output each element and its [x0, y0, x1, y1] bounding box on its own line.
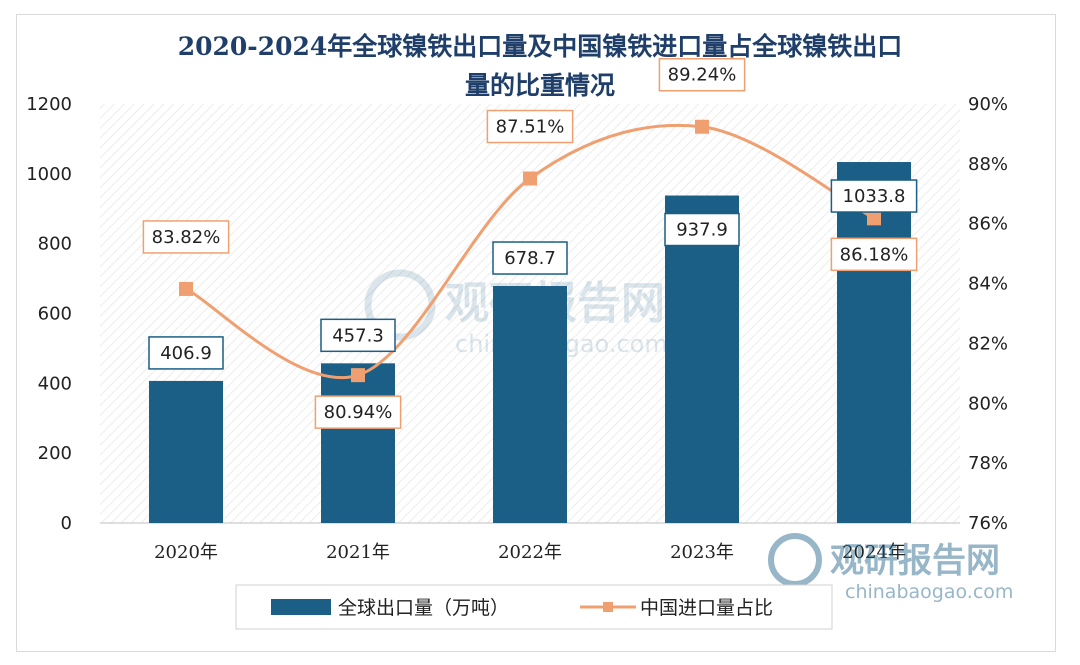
line-point [179, 281, 193, 296]
category-label: 2021年 [326, 542, 390, 563]
line-data-label-box [830, 237, 918, 272]
legend-line-label: 中国进口量占比 [640, 597, 773, 619]
legend-box [235, 584, 833, 630]
left-axis-tick-label: 600 [38, 304, 72, 325]
line-data-label: 80.94% [324, 402, 393, 423]
left-axis-tick-label: 0 [61, 513, 72, 534]
line-data-label: 83.82% [152, 227, 221, 248]
legend-bar-swatch [271, 599, 331, 615]
right-axis-tick-label: 78% [968, 453, 1008, 474]
legend-line-marker [603, 602, 613, 612]
line-point [351, 368, 365, 383]
line-data-label-box [486, 109, 574, 144]
line-point [695, 119, 709, 134]
watermark-corner-url: chinabaogao.com [845, 581, 1013, 603]
right-axis-tick-label: 90% [968, 94, 1008, 115]
chart-title-line-1: 2020-2024年全球镍铁出口量及中国镍铁进口量占全球镍铁出口 [178, 32, 903, 61]
watermark-corner-name: 观研报告网 [830, 541, 1000, 581]
left-axis-tick-label: 1000 [26, 164, 72, 185]
line-data-labels: 83.82% 80.94% 87.51% 89.24% 86.18% [142, 57, 918, 429]
left-axis: 0 200 400 600 800 1000 1200 [26, 94, 72, 534]
bar-data-label: 678.7 [504, 248, 556, 269]
left-axis-tick-label: 400 [38, 373, 72, 394]
line-series [179, 119, 881, 383]
line-data-label: 87.51% [496, 117, 565, 138]
right-axis: 76% 78% 80% 82% 84% 86% 88% 90% [968, 94, 1008, 534]
right-axis-tick-label: 88% [968, 154, 1008, 175]
bar-data-label-box [492, 241, 568, 275]
line-point [867, 211, 881, 226]
right-axis-tick-label: 86% [968, 214, 1008, 235]
bar [665, 195, 739, 523]
line-data-label-box [142, 220, 230, 254]
left-axis-tick-label: 200 [38, 443, 72, 464]
right-axis-tick-label: 76% [968, 513, 1008, 534]
watermark-corner-logo-icon [768, 533, 822, 587]
legend: 全球出口量（万吨） 中国进口量占比 [235, 584, 833, 630]
line-data-label: 89.24% [668, 65, 737, 86]
watermark-corner: 观研报告网 chinabaogao.com [768, 533, 1013, 603]
category-label: 2024年 [842, 542, 906, 563]
bar-data-label: 937.9 [676, 220, 728, 241]
line-data-label: 86.18% [840, 244, 909, 265]
category-label: 2020年 [154, 542, 218, 563]
category-label: 2023年 [670, 542, 734, 563]
bar-data-label: 1033.8 [843, 186, 906, 207]
left-axis-tick-label: 800 [38, 234, 72, 255]
bar-data-label-box [830, 179, 918, 213]
legend-bar-label: 全球出口量（万吨） [338, 597, 509, 619]
bar-data-label-box [148, 336, 224, 370]
bar-data-label-box [664, 212, 740, 247]
bar [149, 380, 223, 523]
line-data-label-box [658, 57, 746, 92]
bar-data-label: 406.9 [160, 343, 212, 364]
left-axis-tick-label: 1200 [26, 94, 72, 115]
bar-data-labels: 406.9 457.3 678.7 937.9 1033.8 [148, 179, 918, 370]
category-axis: 2020年 2021年 2022年 2023年 2024年 [154, 542, 906, 563]
right-axis-tick-label: 80% [968, 393, 1008, 414]
bar [321, 363, 395, 523]
line-data-label-box [314, 395, 402, 429]
category-label: 2022年 [498, 542, 562, 563]
bar [493, 286, 567, 523]
chart-title-line-2: 量的比重情况 [465, 71, 615, 100]
right-axis-tick-label: 82% [968, 333, 1008, 354]
bar-data-label-box [320, 318, 396, 353]
right-axis-tick-label: 84% [968, 274, 1008, 295]
bar-data-label: 457.3 [332, 325, 384, 346]
line-point [523, 171, 537, 186]
